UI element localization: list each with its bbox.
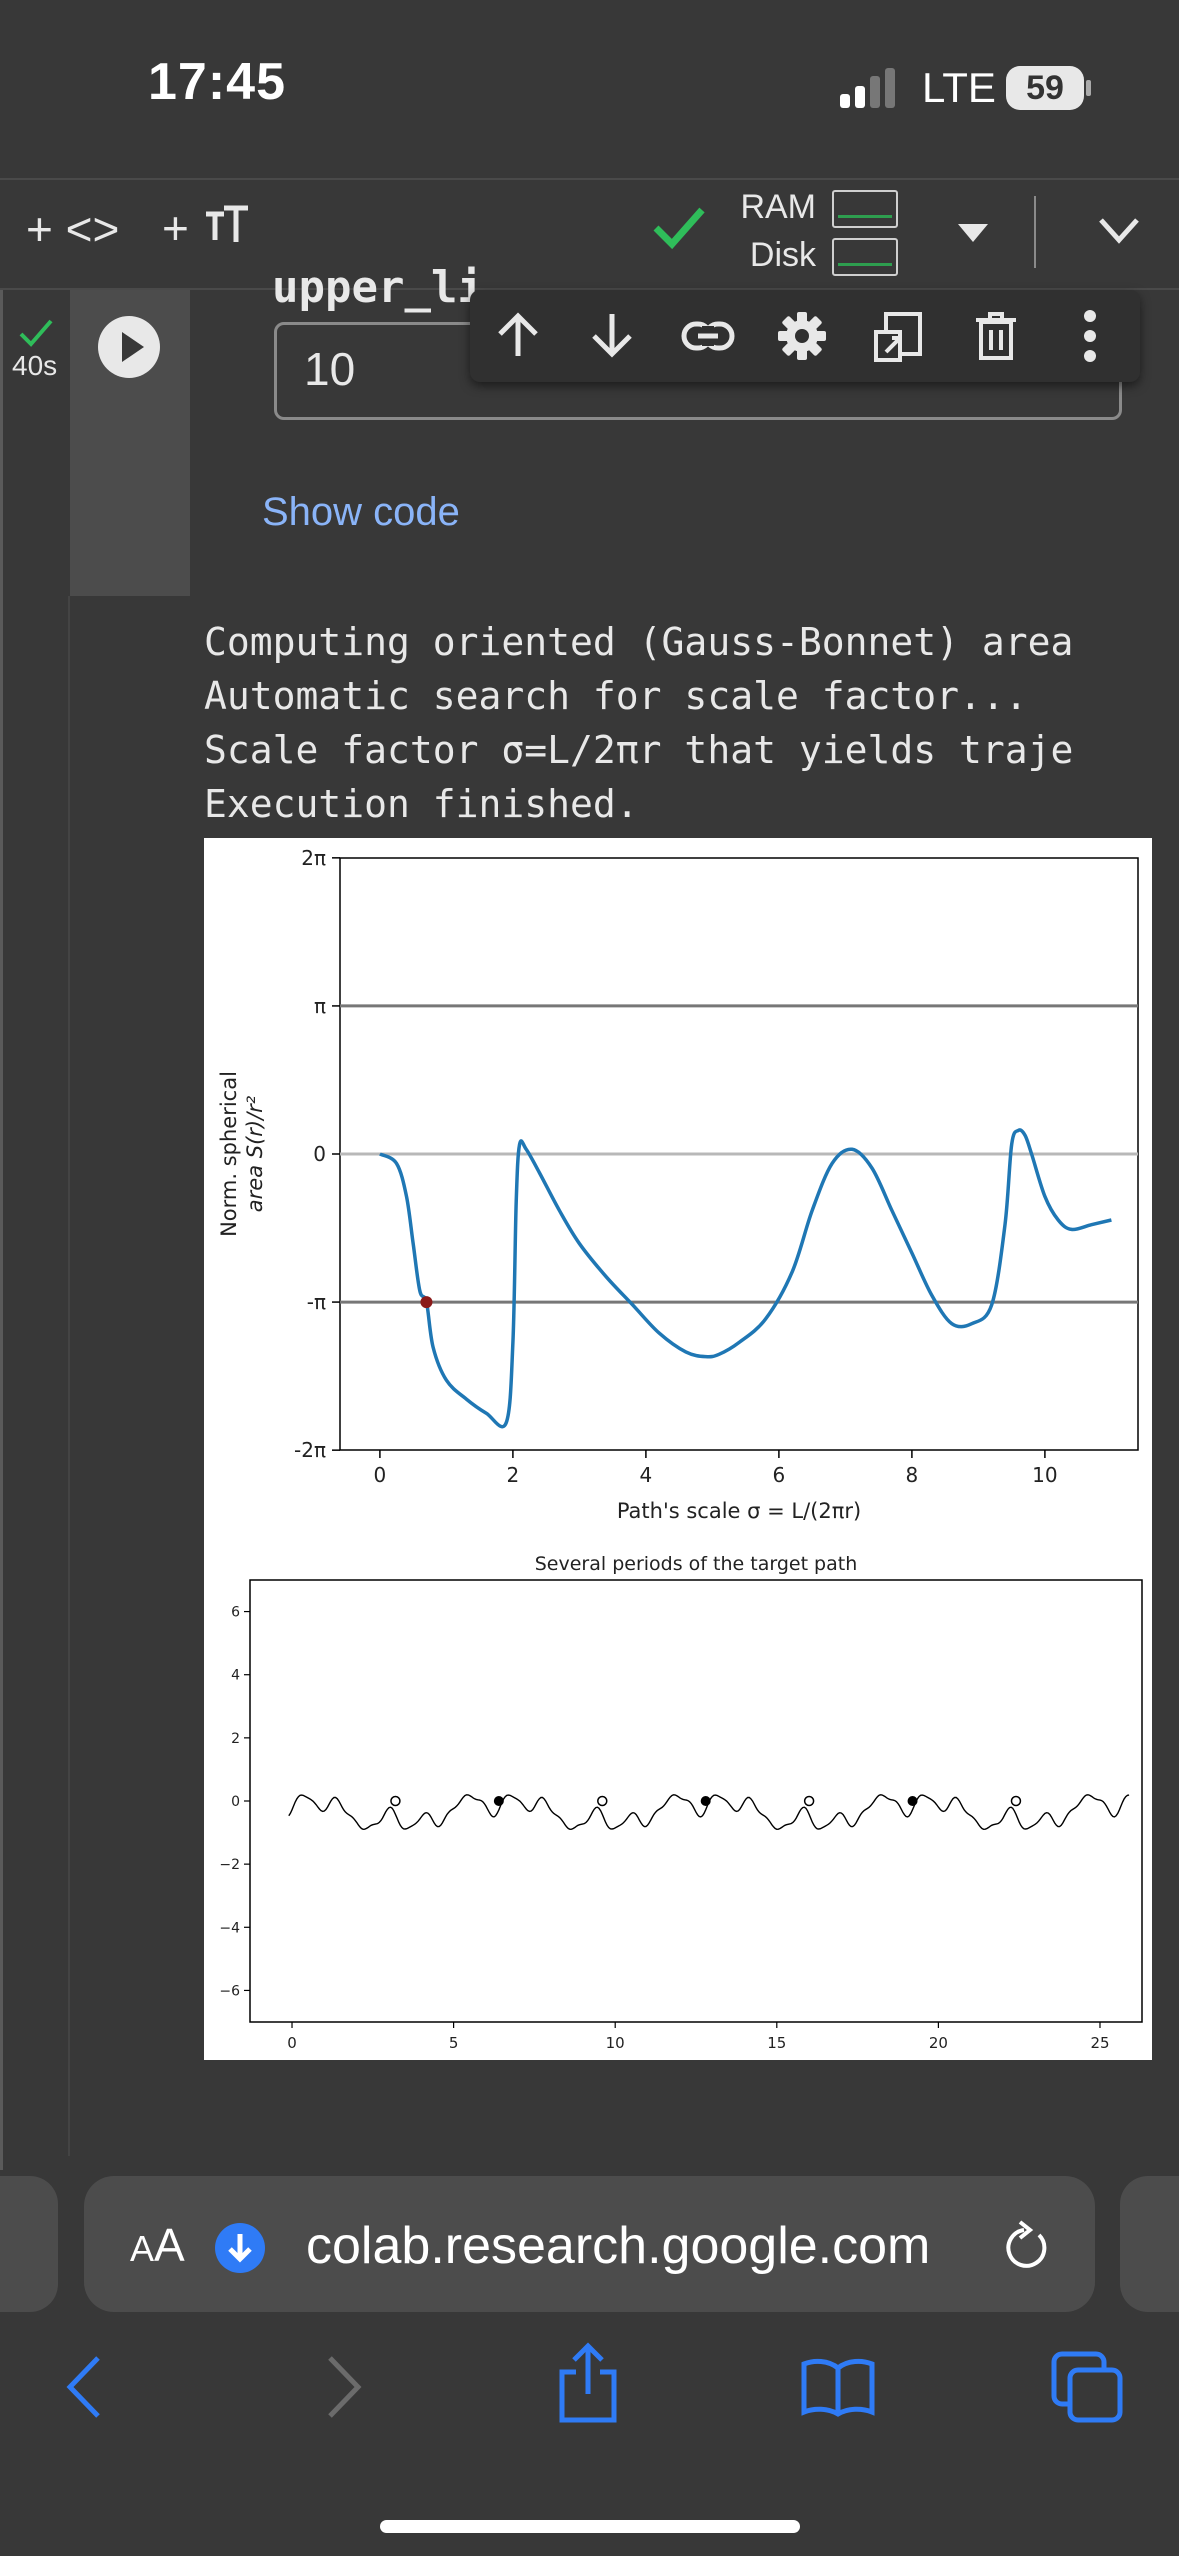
caret-down-icon[interactable]: [956, 222, 990, 244]
signal-icon: [840, 68, 895, 108]
execution-time: 40s: [12, 350, 58, 381]
gear-icon[interactable]: [776, 310, 828, 362]
run-cell-button[interactable]: [98, 316, 160, 378]
x-tick-label: 0: [374, 1463, 387, 1487]
x-tick-label: 0: [287, 2034, 297, 2052]
x-axis-label: Path's scale σ = L/(2πr): [617, 1499, 861, 1523]
disk-label: Disk: [749, 236, 816, 274]
x-tick-label: 10: [1032, 1463, 1057, 1487]
y-tick-label: 2π: [301, 846, 326, 870]
battery-indicator: 59: [1006, 66, 1084, 110]
y-tick-label: -π: [307, 1290, 326, 1314]
status-bar: [0, 0, 1179, 170]
y-tick-label: 6: [231, 1605, 240, 1621]
x-tick-label: 2: [507, 1463, 520, 1487]
play-icon: [122, 332, 144, 362]
toolbar-divider: [1034, 196, 1036, 268]
series-line: [379, 1128, 1112, 1429]
open-marker: [390, 1795, 401, 1807]
network-label: LTE: [922, 64, 996, 111]
home-indicator: [380, 2520, 800, 2533]
link-icon[interactable]: [680, 314, 736, 358]
output-left-bar: [68, 596, 70, 2156]
x-tick-label: 20: [929, 2034, 948, 2052]
bookmarks-icon[interactable]: [800, 2356, 876, 2418]
y-tick-label: 2: [231, 1731, 240, 1747]
add-text-button[interactable]: +: [162, 200, 252, 255]
marker-point: [420, 1296, 433, 1309]
y-axis-label-line2: area S(r)/r²: [243, 1095, 267, 1212]
plot-figure: 2π π 0 -π -2π 0 2 4 6 8 10 Path's scale σ = L/(2πr)…: [217, 846, 1143, 2052]
y-tick-label: −2: [219, 1857, 240, 1873]
page-settings-button[interactable]: AA: [130, 2219, 185, 2271]
filled-marker: [493, 1796, 504, 1806]
plot-frame: [249, 1579, 1143, 2023]
run-success-check-icon: [19, 319, 53, 347]
share-icon[interactable]: [556, 2342, 620, 2426]
status-time: 17:45: [148, 53, 286, 111]
url-text[interactable]: colab.research.google.com: [306, 2217, 931, 2275]
filled-marker: [700, 1796, 711, 1806]
chart-title: Several periods of the target path: [535, 1553, 858, 1575]
show-code-link[interactable]: Show code: [262, 490, 460, 534]
mirror-cell-icon[interactable]: [872, 310, 924, 364]
form-field-label: upper_li: [272, 262, 484, 313]
output-text-area: Computing oriented (Gauss-Bonnet) area A…: [0, 610, 1179, 840]
open-marker: [597, 1795, 608, 1807]
x-tick-label: 25: [1090, 2034, 1109, 2052]
gutter-line: [0, 290, 3, 2170]
y-tick-label: −6: [219, 1983, 240, 1999]
chevron-down-icon[interactable]: [1098, 216, 1140, 244]
plot-output: 2π π 0 -π -2π 0 2 4 6 8 10 Path's scale σ = L/(2πr)…: [204, 838, 1152, 2060]
connected-check-icon: [653, 207, 705, 250]
forward-icon[interactable]: [322, 2354, 364, 2420]
more-options-icon[interactable]: [1082, 308, 1098, 364]
ram-label: RAM: [740, 188, 816, 226]
colab-toolbar: [0, 178, 1179, 290]
y-tick-label: 0: [231, 1794, 240, 1810]
output-line: Automatic search for scale factor...: [204, 674, 1028, 718]
output-line: Execution finished.: [204, 782, 639, 826]
output-line: Scale factor σ=L/2πr that yields traje: [204, 728, 1074, 772]
cell-action-toolbar: [470, 290, 1140, 382]
y-axis-label-line1: Norm. spherical: [217, 1071, 241, 1237]
x-tick-label: 8: [906, 1463, 919, 1487]
y-tick-label: π: [314, 994, 326, 1018]
text-format-icon: [205, 205, 248, 242]
x-tick-label: 6: [773, 1463, 786, 1487]
x-tick-label: 10: [606, 2034, 625, 2052]
add-code-button[interactable]: + <>: [26, 203, 120, 255]
resource-meter[interactable]: RAM Disk: [740, 184, 902, 284]
open-marker: [1010, 1795, 1022, 1807]
disk-meter: [832, 238, 898, 276]
y-tick-label: 0: [313, 1142, 326, 1166]
download-icon[interactable]: [214, 2222, 266, 2274]
y-tick-label: 4: [231, 1668, 240, 1684]
tabs-icon[interactable]: [1050, 2350, 1124, 2424]
delete-icon[interactable]: [974, 310, 1018, 362]
previous-tab-preview[interactable]: [0, 2176, 58, 2312]
area-chart: 2π π 0 -π -2π 0 2 4 6 8 10 Path's scale σ = L/(2πr)…: [217, 846, 1139, 1523]
add-text-plus: +: [162, 202, 202, 254]
ram-meter: [832, 190, 898, 228]
y-tick-label: −4: [219, 1920, 240, 1936]
open-marker: [803, 1795, 815, 1807]
x-tick-label: 4: [640, 1463, 653, 1487]
next-tab-preview[interactable]: [1120, 2176, 1179, 2312]
output-line: Computing oriented (Gauss-Bonnet) area: [204, 620, 1074, 664]
back-icon[interactable]: [64, 2354, 106, 2420]
x-tick-label: 15: [767, 2034, 786, 2052]
filled-marker: [907, 1796, 918, 1806]
battery-tip: [1086, 80, 1091, 96]
move-down-icon[interactable]: [588, 310, 636, 360]
y-tick-label: -2π: [294, 1438, 326, 1462]
form-field-value: 10: [304, 343, 356, 395]
path-chart: Several periods of the target path6420−2…: [219, 1553, 1143, 2052]
move-up-icon[interactable]: [494, 310, 542, 360]
x-tick-label: 5: [449, 2034, 459, 2052]
reload-icon[interactable]: [1002, 2218, 1052, 2274]
